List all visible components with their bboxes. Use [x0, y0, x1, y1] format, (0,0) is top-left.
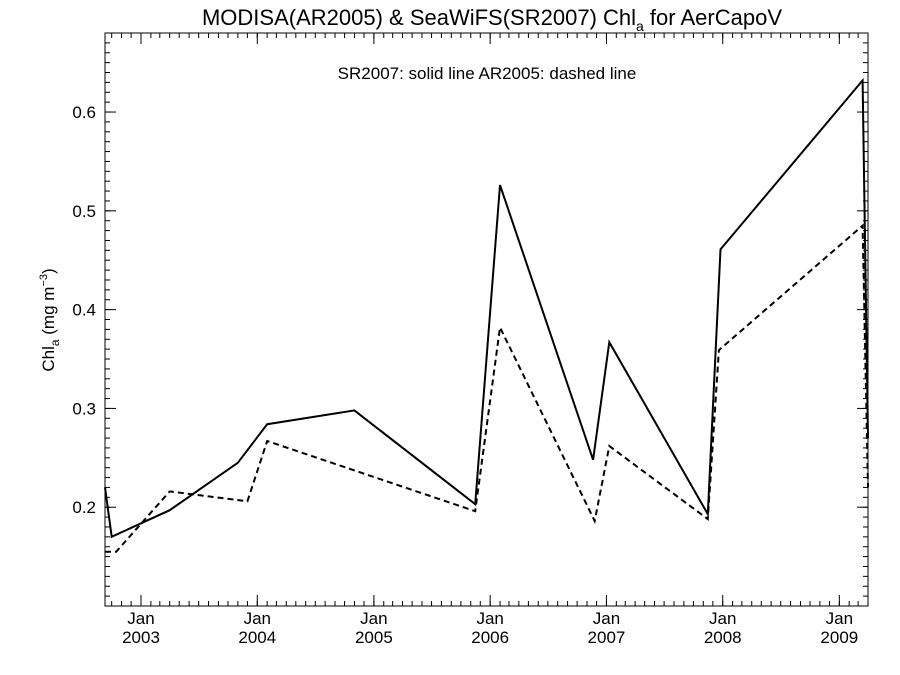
x-tick-label-month: Jan: [244, 609, 271, 628]
y-axis-label: Chla (mg m−3): [38, 268, 62, 371]
y-tick-label: 0.3: [72, 399, 96, 418]
legend-annotation: SR2007: solid line AR2005: dashed line: [338, 64, 637, 83]
chart-title: MODISA(AR2005) & SeaWiFS(SR2007) Chla fo…: [202, 5, 782, 34]
series-group: [104, 77, 869, 553]
series-line-ar2005: [105, 223, 869, 553]
x-tick-label-month: Jan: [826, 609, 853, 628]
x-tick-label-month: Jan: [127, 609, 154, 628]
x-axis: Jan2003Jan2004Jan2005Jan2006Jan2007Jan20…: [122, 33, 858, 647]
x-tick-label-year: 2006: [471, 628, 509, 647]
y-tick-label: 0.6: [72, 103, 96, 122]
x-tick-label-year: 2007: [588, 628, 626, 647]
series-line-sr2007: [104, 77, 869, 539]
minor-ticks: [105, 32, 869, 607]
x-tick-label-month: Jan: [476, 609, 503, 628]
y-axis: 0.2 0.3 0.4 0.5 0.6: [72, 103, 868, 517]
x-tick-label-year: 2009: [820, 628, 858, 647]
y-tick-label: 0.2: [72, 498, 96, 517]
x-tick-label-month: Jan: [593, 609, 620, 628]
y-tick-label: 0.4: [72, 301, 96, 320]
x-tick-label-year: 2004: [238, 628, 276, 647]
x-tick-label-month: Jan: [709, 609, 736, 628]
x-tick-label-year: 2005: [355, 628, 393, 647]
x-tick-label-month: Jan: [360, 609, 387, 628]
x-tick-label-year: 2003: [122, 628, 160, 647]
x-tick-label-year: 2008: [704, 628, 742, 647]
y-tick-label: 0.5: [72, 202, 96, 221]
plot-frame: [104, 32, 869, 607]
